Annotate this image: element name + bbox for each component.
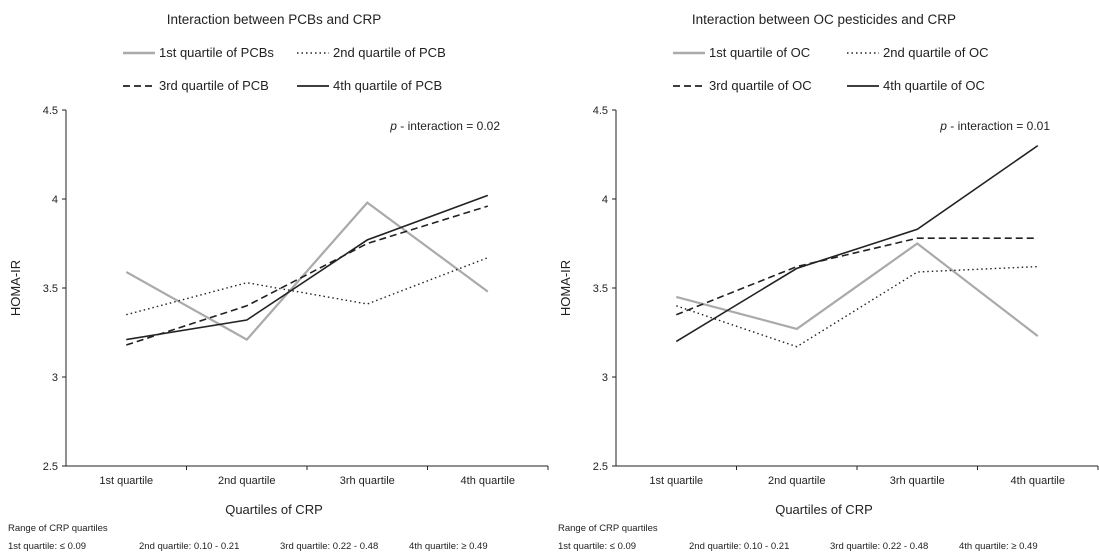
series-line-q1 [125, 201, 489, 341]
x-tick-label: 4th quartile [1011, 475, 1065, 487]
footnote-item: 2nd quartile: 0.10 - 0.21 [689, 541, 789, 552]
chart-svg-pcb: Interaction between PCBs and CRP 1st quar… [8, 12, 549, 552]
x-tick-label: 1st quartile [99, 475, 153, 487]
y-tick-label: 4.5 [593, 105, 608, 117]
p-interaction-annotation: p - interaction = 0.01 [939, 119, 1050, 133]
y-tick-label: 2.5 [593, 461, 608, 473]
legend-label: 2nd quartile of PCB [333, 45, 446, 60]
legend-label: 4th quartile of OC [883, 78, 985, 93]
series-line-q3 [676, 237, 1038, 316]
y-axis-title: HOMA-IR [558, 260, 573, 316]
chart-title: Interaction between OC pesticides and CR… [692, 12, 956, 27]
y-tick-label: 4.5 [43, 105, 58, 117]
y-tick-label: 3 [602, 372, 608, 384]
footnote-item: 2nd quartile: 0.10 - 0.21 [139, 541, 239, 552]
legend-label: 2nd quartile of OC [883, 45, 989, 60]
x-tick-label: 2nd quartile [218, 475, 276, 487]
x-tick-label: 3rh quartile [340, 475, 395, 487]
legend-label: 1st quartile of OC [709, 45, 810, 60]
chart-svg-oc: Interaction between OC pesticides and CR… [558, 12, 1099, 552]
legend-label: 1st quartile of PCBs [159, 45, 274, 60]
footnote-heading: Range of CRP quartiles [558, 523, 658, 534]
footnote-item: 4th quartile: ≥ 0.49 [409, 541, 488, 552]
series-line-q4 [126, 194, 489, 341]
footnote-item: 1st quartile: ≤ 0.09 [8, 541, 86, 552]
y-tick-label: 3.5 [593, 283, 608, 295]
chart-title: Interaction between PCBs and CRP [167, 12, 382, 27]
x-axis-title: Quartiles of CRP [225, 502, 323, 517]
footnote-item: 3rd quartile: 0.22 - 0.48 [830, 541, 928, 552]
footnote-item: 3rd quartile: 0.22 - 0.48 [280, 541, 378, 552]
series-line-q2 [126, 257, 489, 316]
x-tick-label: 2nd quartile [768, 475, 826, 487]
p-value-text: - interaction = 0.01 [947, 119, 1050, 133]
series-line-q1 [676, 242, 1039, 337]
series-line-q3 [126, 205, 489, 346]
y-axis-title: HOMA-IR [8, 260, 23, 316]
y-tick-label: 3 [52, 372, 58, 384]
footnote-item: 4th quartile: ≥ 0.49 [959, 541, 1038, 552]
p-symbol: p [389, 119, 397, 133]
y-tick-label: 3.5 [43, 283, 58, 295]
x-tick-label: 1st quartile [649, 475, 703, 487]
legend-label: 3rd quartile of PCB [159, 78, 269, 93]
p-symbol: p [939, 119, 947, 133]
legend-label: 4th quartile of PCB [333, 78, 442, 93]
y-tick-label: 4 [602, 194, 608, 206]
series-line-q2 [676, 265, 1038, 348]
footnote-item: 1st quartile: ≤ 0.09 [558, 541, 636, 552]
p-value-text: - interaction = 0.02 [397, 119, 500, 133]
footnote-heading: Range of CRP quartiles [8, 523, 108, 534]
series-line-q4 [675, 144, 1039, 343]
x-axis-title: Quartiles of CRP [775, 502, 873, 517]
p-interaction-annotation: p - interaction = 0.02 [389, 119, 500, 133]
x-tick-label: 4th quartile [461, 475, 515, 487]
chart-panel-oc: Interaction between OC pesticides and CR… [550, 0, 1099, 553]
y-tick-label: 4 [52, 194, 58, 206]
y-tick-label: 2.5 [43, 461, 58, 473]
chart-panel-pcb: Interaction between PCBs and CRP 1st quar… [0, 0, 549, 553]
x-tick-label: 3rh quartile [890, 475, 945, 487]
legend-label: 3rd quartile of OC [709, 78, 812, 93]
